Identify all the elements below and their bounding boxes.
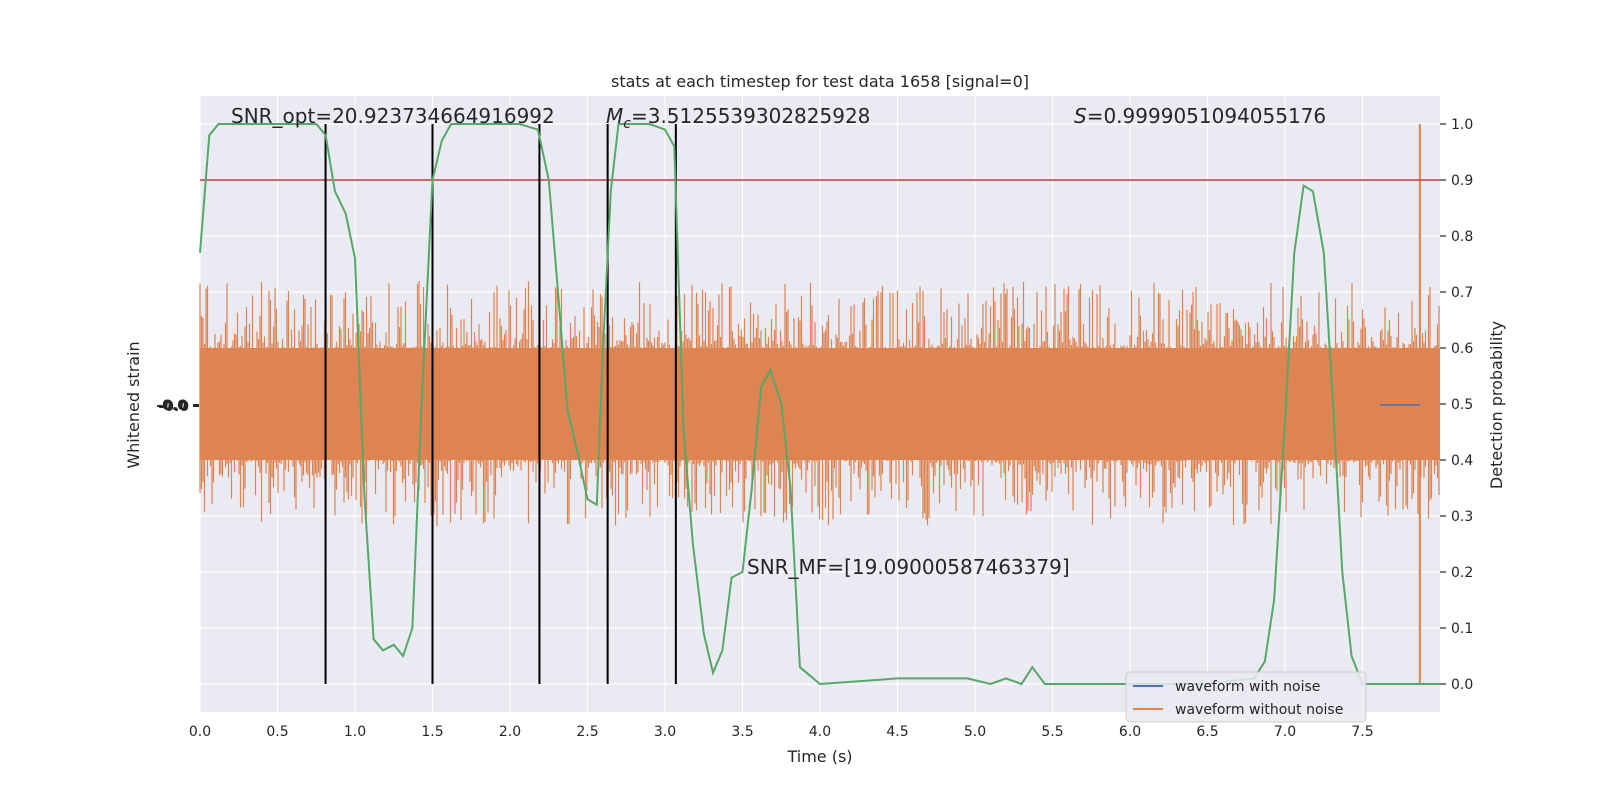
s-annotation: S=0.9999051094055176 bbox=[1074, 104, 1326, 128]
legend-label-with-noise: waveform with noise bbox=[1175, 679, 1320, 695]
x-tick-label: 1.0 bbox=[344, 724, 366, 740]
x-axis-label: Time (s) bbox=[786, 747, 852, 766]
x-tick-label: 5.0 bbox=[964, 724, 986, 740]
chart-title: stats at each timestep for test data 165… bbox=[611, 72, 1029, 91]
legend-label-without-noise: waveform without noise bbox=[1175, 702, 1343, 718]
s-value: =0.9999051094055176 bbox=[1087, 104, 1326, 128]
x-tick-label: 6.0 bbox=[1119, 724, 1141, 740]
left-tick-cluster: -0.0 -0.0 -0.0 bbox=[156, 398, 199, 415]
x-tick-label: 6.5 bbox=[1196, 724, 1218, 740]
x-tick-label: 7.0 bbox=[1274, 724, 1296, 740]
waveform-without-noise-line bbox=[199, 124, 1440, 684]
x-tick-label: 2.0 bbox=[499, 724, 521, 740]
x-tick-label: 1.5 bbox=[421, 724, 443, 740]
detection-probability-line bbox=[199, 123, 1440, 686]
x-tick-label: 4.5 bbox=[886, 724, 908, 740]
x-tick-label: 0.0 bbox=[189, 724, 211, 740]
s-symbol: S bbox=[1074, 104, 1087, 128]
x-tick-label: 3.5 bbox=[731, 724, 753, 740]
x-ticks: 0.0 0.5 1.0 1.5 2.0 2.5 3.0 3.5 4.0 4.5 5.0 5.5 6.0 6… bbox=[189, 724, 1374, 740]
noise-spikes bbox=[199, 281, 1440, 527]
chirp-mass-symbol: M bbox=[606, 104, 623, 128]
y-tick-label: 0.4 bbox=[1451, 453, 1473, 469]
y-axis-label-right: Detection probability bbox=[1487, 321, 1506, 489]
y-tick-label: 1.0 bbox=[1451, 117, 1473, 133]
y-tick-label: 0.3 bbox=[1451, 509, 1473, 525]
x-tick-label: 7.5 bbox=[1351, 724, 1373, 740]
chirp-mass-value: =3.5125539302825928 bbox=[631, 104, 870, 128]
left-tick-label: -0.0 bbox=[157, 398, 188, 414]
x-tick-label: 4.0 bbox=[809, 724, 831, 740]
y-tick-label: 0.9 bbox=[1451, 173, 1473, 189]
snr-opt-annotation: SNR_opt=20.923734664916992 bbox=[231, 104, 555, 128]
x-tick-label: 0.5 bbox=[266, 724, 288, 740]
y-tick-label: 0.0 bbox=[1451, 677, 1473, 693]
left-tick-label-overlap-2: -0.0 bbox=[158, 399, 189, 415]
y-tick-label: 0.7 bbox=[1451, 285, 1473, 301]
y-tick-label: 0.5 bbox=[1451, 397, 1473, 413]
y-tick-label: 0.2 bbox=[1451, 565, 1473, 581]
left-tick-label-overlap-1: -0.0 bbox=[156, 398, 187, 414]
legend-box bbox=[1125, 671, 1367, 723]
legend: waveform with noise waveform without noi… bbox=[1125, 671, 1367, 723]
y-tick-label: 0.1 bbox=[1451, 621, 1473, 637]
x-tick-label: 5.5 bbox=[1041, 724, 1063, 740]
y-tick-label: 0.6 bbox=[1451, 341, 1473, 357]
y-axis-label-left: Whitened strain bbox=[124, 341, 143, 468]
x-tick-label: 3.0 bbox=[654, 724, 676, 740]
y-ticks-right: 0.0 0.1 0.2 0.3 0.4 0.5 0.6 0.7 0.8 0.9 1.0 bbox=[1440, 117, 1473, 693]
snr-mf-annotation: SNR_MF=[19.09000587463379] bbox=[747, 555, 1070, 579]
chirp-mass-subscript: c bbox=[623, 116, 631, 132]
chirp-mass-annotation: Mc=3.5125539302825928 bbox=[606, 104, 870, 132]
x-tick-label: 2.5 bbox=[576, 724, 598, 740]
y-tick-label: 0.8 bbox=[1451, 229, 1473, 245]
